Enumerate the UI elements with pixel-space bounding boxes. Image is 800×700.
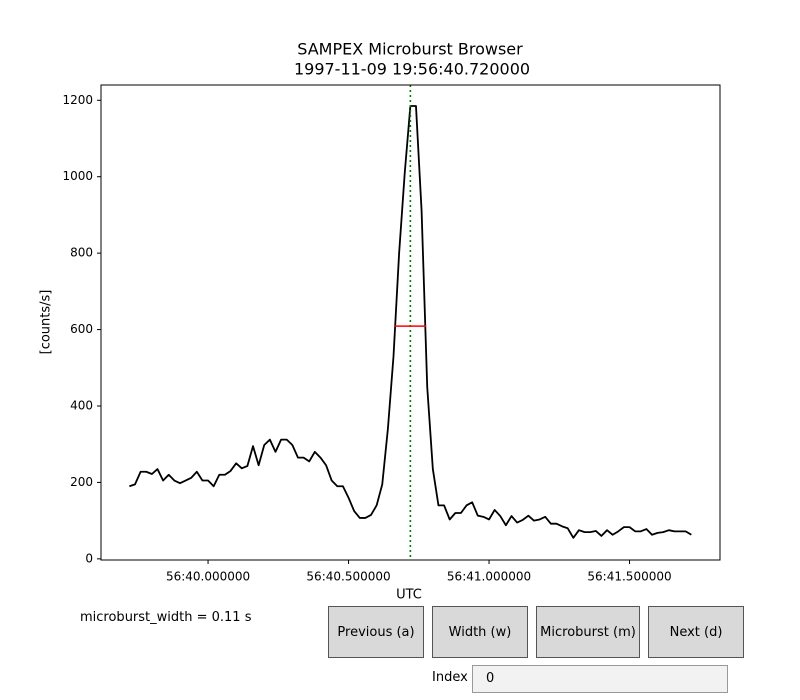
x-tick-label: 56:41.500000 [587, 570, 671, 584]
y-tick-label: 800 [70, 246, 93, 260]
x-axis-label: UTC [396, 588, 422, 603]
chart-subtitle: 1997-11-09 19:56:40.720000 [294, 60, 530, 79]
x-tick-label: 56:40.500000 [306, 570, 390, 584]
button[interactable]: Next (d) [648, 606, 744, 658]
x-tick-label: 56:40.000000 [166, 570, 250, 584]
x-tick-label: 56:41.000000 [447, 570, 531, 584]
y-tick-label: 0 [85, 551, 93, 565]
y-tick-label: 600 [70, 322, 93, 336]
button[interactable]: Previous (a) [328, 606, 424, 658]
y-tick-label: 1000 [62, 169, 93, 183]
axes-frame [100, 84, 721, 561]
index-textbox[interactable]: 0 [472, 665, 728, 693]
chart-title: SAMPEX Microburst Browser [297, 40, 523, 59]
index-label: Index [432, 670, 468, 685]
y-axis-label: [counts/s] [39, 290, 54, 355]
button[interactable]: Microburst (m) [536, 606, 640, 658]
y-tick-label: 400 [70, 398, 93, 412]
button[interactable]: Width (w) [432, 606, 528, 658]
y-tick-label: 1200 [62, 93, 93, 107]
y-tick-label: 200 [70, 475, 93, 489]
width-text: microburst_width = 0.11 s [80, 610, 252, 625]
